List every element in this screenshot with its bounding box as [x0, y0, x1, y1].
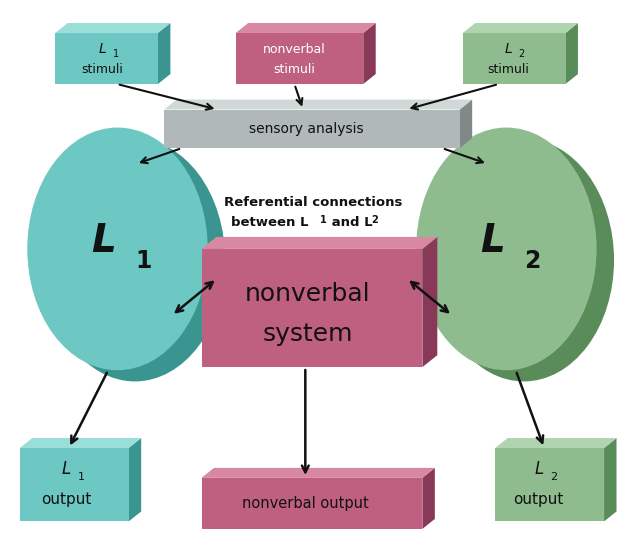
Text: stimuli: stimuli: [487, 63, 529, 76]
Text: L: L: [504, 43, 512, 57]
Polygon shape: [236, 23, 376, 33]
Polygon shape: [423, 468, 435, 529]
Polygon shape: [463, 23, 578, 33]
Text: 1: 1: [78, 473, 85, 482]
Polygon shape: [363, 23, 376, 84]
Text: L: L: [480, 222, 505, 260]
Text: sensory analysis: sensory analysis: [249, 122, 363, 136]
Bar: [463, 33, 566, 84]
Text: between L: between L: [231, 216, 309, 229]
Text: nonverbal: nonverbal: [245, 282, 371, 306]
Text: nonverbal output: nonverbal output: [242, 496, 369, 511]
Text: L: L: [98, 43, 107, 57]
Text: and L: and L: [327, 216, 373, 229]
Ellipse shape: [416, 128, 597, 370]
Text: L: L: [62, 460, 71, 478]
Text: 1: 1: [113, 49, 119, 59]
Polygon shape: [460, 100, 472, 148]
Bar: [495, 448, 604, 521]
Bar: [164, 110, 460, 148]
Bar: [201, 249, 423, 367]
Text: stimuli: stimuli: [273, 63, 315, 76]
Polygon shape: [604, 438, 616, 521]
Polygon shape: [20, 438, 141, 448]
Polygon shape: [129, 438, 141, 521]
Polygon shape: [201, 468, 435, 478]
Ellipse shape: [45, 139, 225, 381]
Polygon shape: [55, 23, 171, 33]
Polygon shape: [495, 438, 616, 448]
Bar: [201, 478, 423, 529]
Text: Referential connections: Referential connections: [224, 196, 403, 209]
Text: 2: 2: [524, 249, 540, 273]
Text: 1: 1: [320, 214, 327, 225]
Bar: [55, 33, 158, 84]
Text: nonverbal: nonverbal: [263, 43, 326, 56]
Text: output: output: [514, 492, 564, 507]
Ellipse shape: [28, 128, 208, 370]
Bar: [20, 448, 129, 521]
Text: 1: 1: [135, 249, 151, 273]
Polygon shape: [423, 237, 437, 367]
Text: L: L: [92, 222, 116, 260]
Polygon shape: [158, 23, 171, 84]
Bar: [236, 33, 363, 84]
Ellipse shape: [434, 139, 614, 381]
Text: 2: 2: [371, 214, 378, 225]
Text: system: system: [262, 322, 353, 346]
Text: stimuli: stimuli: [82, 63, 124, 76]
Polygon shape: [164, 100, 472, 110]
Text: 2: 2: [550, 473, 557, 482]
Text: L: L: [534, 460, 544, 478]
Polygon shape: [566, 23, 578, 84]
Text: output: output: [41, 492, 92, 507]
Text: 2: 2: [519, 49, 525, 59]
Polygon shape: [201, 237, 437, 249]
